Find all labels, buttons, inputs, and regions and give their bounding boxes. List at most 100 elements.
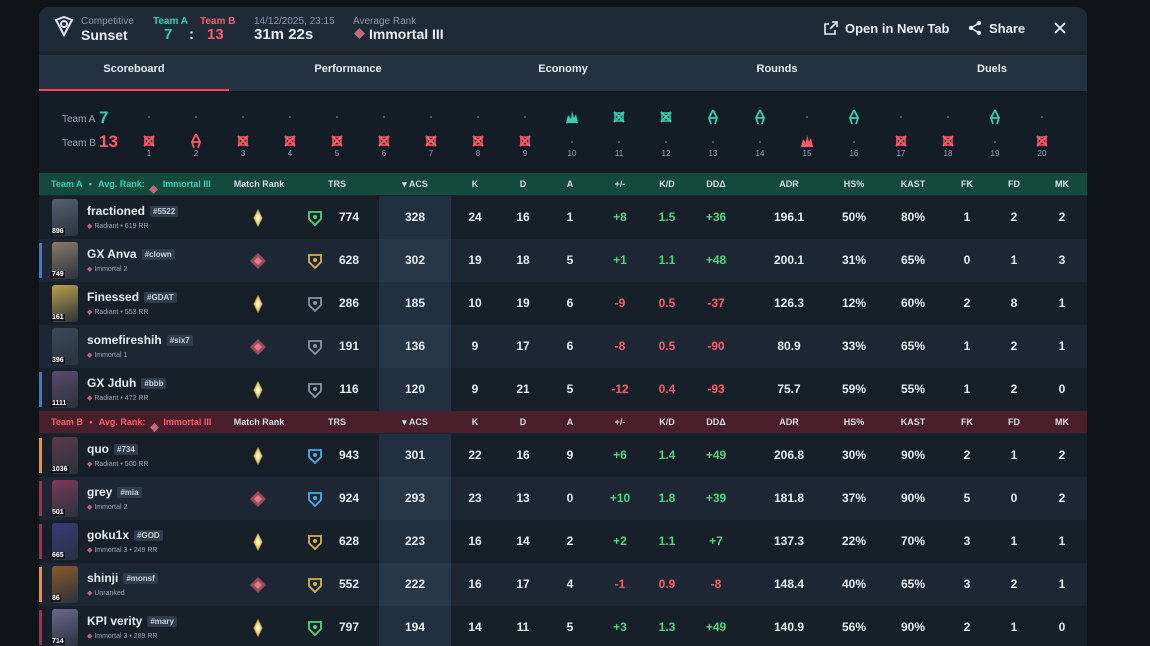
agent-portrait: 396 <box>51 328 78 365</box>
stat-d: 11 <box>516 620 530 634</box>
tab-economy[interactable]: Economy <box>538 63 588 75</box>
share-button[interactable]: Share <box>967 20 1025 36</box>
stat-a: 2 <box>566 534 574 548</box>
player-row[interactable]: 1111 GX Jduh #bbb ◆ Radiant • 472 RR 116 120 9… <box>39 368 1087 411</box>
tab-rounds[interactable]: Rounds <box>756 63 798 75</box>
stat-acs: 301 <box>404 448 426 462</box>
rank-icon: ◆ <box>87 461 95 468</box>
tab-performance[interactable]: Performance <box>314 63 382 75</box>
player-row[interactable]: 749 GX Anva #clown ◆ Immortal 2 628 302 19 18 5 +… <box>39 239 1087 282</box>
player-name[interactable]: quo #734 <box>87 442 138 456</box>
column-header-k[interactable]: K <box>471 179 479 189</box>
round-empty-dot <box>195 116 197 118</box>
column-header-acs[interactable]: ▾ ACS <box>402 179 428 189</box>
column-header-d[interactable]: D <box>519 179 527 189</box>
column-header-kd[interactable]: K/D <box>659 179 675 189</box>
player-row[interactable]: 501 grey #mia ◆ Immortal 2 924 293 23 13 0 +10 1.8… <box>39 477 1087 520</box>
player-name[interactable]: shinji #monsf <box>87 571 158 585</box>
column-header-dd[interactable]: DDΔ <box>706 179 726 189</box>
stat-fk: 5 <box>963 491 971 505</box>
team-b-label: Team B <box>200 16 236 27</box>
acs-highlight <box>379 239 451 282</box>
match-rank-icon <box>250 491 266 507</box>
trs-badge-icon <box>308 449 322 465</box>
column-header-d[interactable]: D <box>519 417 527 427</box>
column-header-mk[interactable]: MK <box>1055 417 1069 427</box>
column-header-hs[interactable]: HS% <box>843 417 865 427</box>
stat-hs: 37% <box>841 491 867 505</box>
player-name[interactable]: grey #mia <box>87 485 142 499</box>
stat-trs: 924 <box>338 491 360 505</box>
player-row[interactable]: 714 KPI verity #mary ◆ Immortal 3 • 289 RR 7… <box>39 606 1087 646</box>
player-rank: ◆ Immortal 1 <box>87 352 128 359</box>
column-header-fd[interactable]: FD <box>1008 417 1020 427</box>
player-row[interactable]: 396 somefireshih #six7 ◆ Immortal 1 191 136 9 1… <box>39 325 1087 368</box>
account-level: 501 <box>51 509 65 516</box>
open-in-new-tab-button[interactable]: Open in New Tab <box>823 20 950 36</box>
column-header-trs[interactable]: TRS <box>328 179 346 189</box>
player-name[interactable]: goku1x #GOD <box>87 528 163 542</box>
player-row[interactable]: 1036 quo #734 ◆ Radiant • 500 RR 943 301 22 16 9… <box>39 434 1087 477</box>
stat-fd: 2 <box>1010 577 1018 591</box>
rank-icon: ◆ <box>87 633 95 640</box>
round-defuse-icon <box>846 109 862 125</box>
round-empty-dot <box>242 116 244 118</box>
player-row[interactable]: 86 shinji #monsf ◆ Unranked 552 222 16 17 4 -1 0.9… <box>39 563 1087 606</box>
column-header-fk[interactable]: FK <box>961 179 973 189</box>
stat-adr: 148.4 <box>773 577 805 591</box>
close-icon[interactable] <box>1053 21 1067 35</box>
column-header-adr[interactable]: ADR <box>779 179 799 189</box>
team-b-header: Team B • Avg. Rank: Immortal III Match R… <box>39 411 1087 433</box>
player-row[interactable]: 665 goku1x #GOD ◆ Immortal 3 • 249 RR 628 223… <box>39 520 1087 563</box>
player-row[interactable]: 896 fractioned #5522 ◆ Radiant • 619 RR 774 3… <box>39 196 1087 239</box>
column-header-mr[interactable]: Match Rank <box>233 179 285 189</box>
player-name[interactable]: KPI verity #mary <box>87 614 177 628</box>
tab-scoreboard[interactable]: Scoreboard <box>39 55 229 91</box>
player-name[interactable]: GX Anva #clown <box>87 247 175 261</box>
column-header-kast[interactable]: KAST <box>900 417 926 427</box>
round-number: 5 <box>334 149 340 158</box>
immortal-rank-icon <box>149 180 159 195</box>
player-name[interactable]: somefireshih #six7 <box>87 333 193 347</box>
stat-pm: +2 <box>613 534 627 548</box>
round-elimination-icon <box>893 133 909 149</box>
player-name[interactable]: Finessed #GDAT <box>87 290 177 304</box>
column-header-mr[interactable]: Match Rank <box>233 417 285 427</box>
stat-fk: 2 <box>963 296 971 310</box>
column-header-pm[interactable]: +/- <box>614 179 626 189</box>
column-header-trs[interactable]: TRS <box>328 417 346 427</box>
column-header-pm[interactable]: +/- <box>614 417 626 427</box>
column-header-hs[interactable]: HS% <box>843 179 865 189</box>
column-header-a[interactable]: A <box>566 417 574 427</box>
round-detonate-icon <box>564 109 580 125</box>
player-row[interactable]: 161 Finessed #GDAT ◆ Radiant • 553 RR 286 185… <box>39 282 1087 325</box>
column-header-mk[interactable]: MK <box>1055 179 1069 189</box>
column-header-kast[interactable]: KAST <box>900 179 926 189</box>
column-header-fk[interactable]: FK <box>961 417 973 427</box>
account-level: 1111 <box>51 400 68 407</box>
stat-acs: 194 <box>404 620 426 634</box>
stat-dd: +39 <box>705 491 727 505</box>
round-elimination-icon <box>658 109 674 125</box>
agent-portrait: 501 <box>51 480 78 517</box>
stat-k: 9 <box>471 382 479 396</box>
player-name[interactable]: fractioned #5522 <box>87 204 179 218</box>
column-header-k[interactable]: K <box>471 417 479 427</box>
column-header-fd[interactable]: FD <box>1008 179 1020 189</box>
logo-icon <box>54 15 74 38</box>
column-header-kd[interactable]: K/D <box>659 417 675 427</box>
stat-d: 14 <box>516 534 530 548</box>
column-header-adr[interactable]: ADR <box>779 417 799 427</box>
stat-trs: 552 <box>338 577 360 591</box>
player-name[interactable]: GX Jduh #bbb <box>87 376 167 390</box>
acs-highlight <box>379 368 451 411</box>
trs-badge-icon <box>308 211 322 227</box>
column-header-dd[interactable]: DDΔ <box>706 417 726 427</box>
round-empty-dot <box>618 141 620 143</box>
account-level: 714 <box>51 638 65 645</box>
agent-portrait: 1111 <box>51 371 78 408</box>
column-header-a[interactable]: A <box>566 179 574 189</box>
round-elimination-icon <box>940 133 956 149</box>
tab-duels[interactable]: Duels <box>977 63 1007 75</box>
column-header-acs[interactable]: ▾ ACS <box>402 417 428 427</box>
